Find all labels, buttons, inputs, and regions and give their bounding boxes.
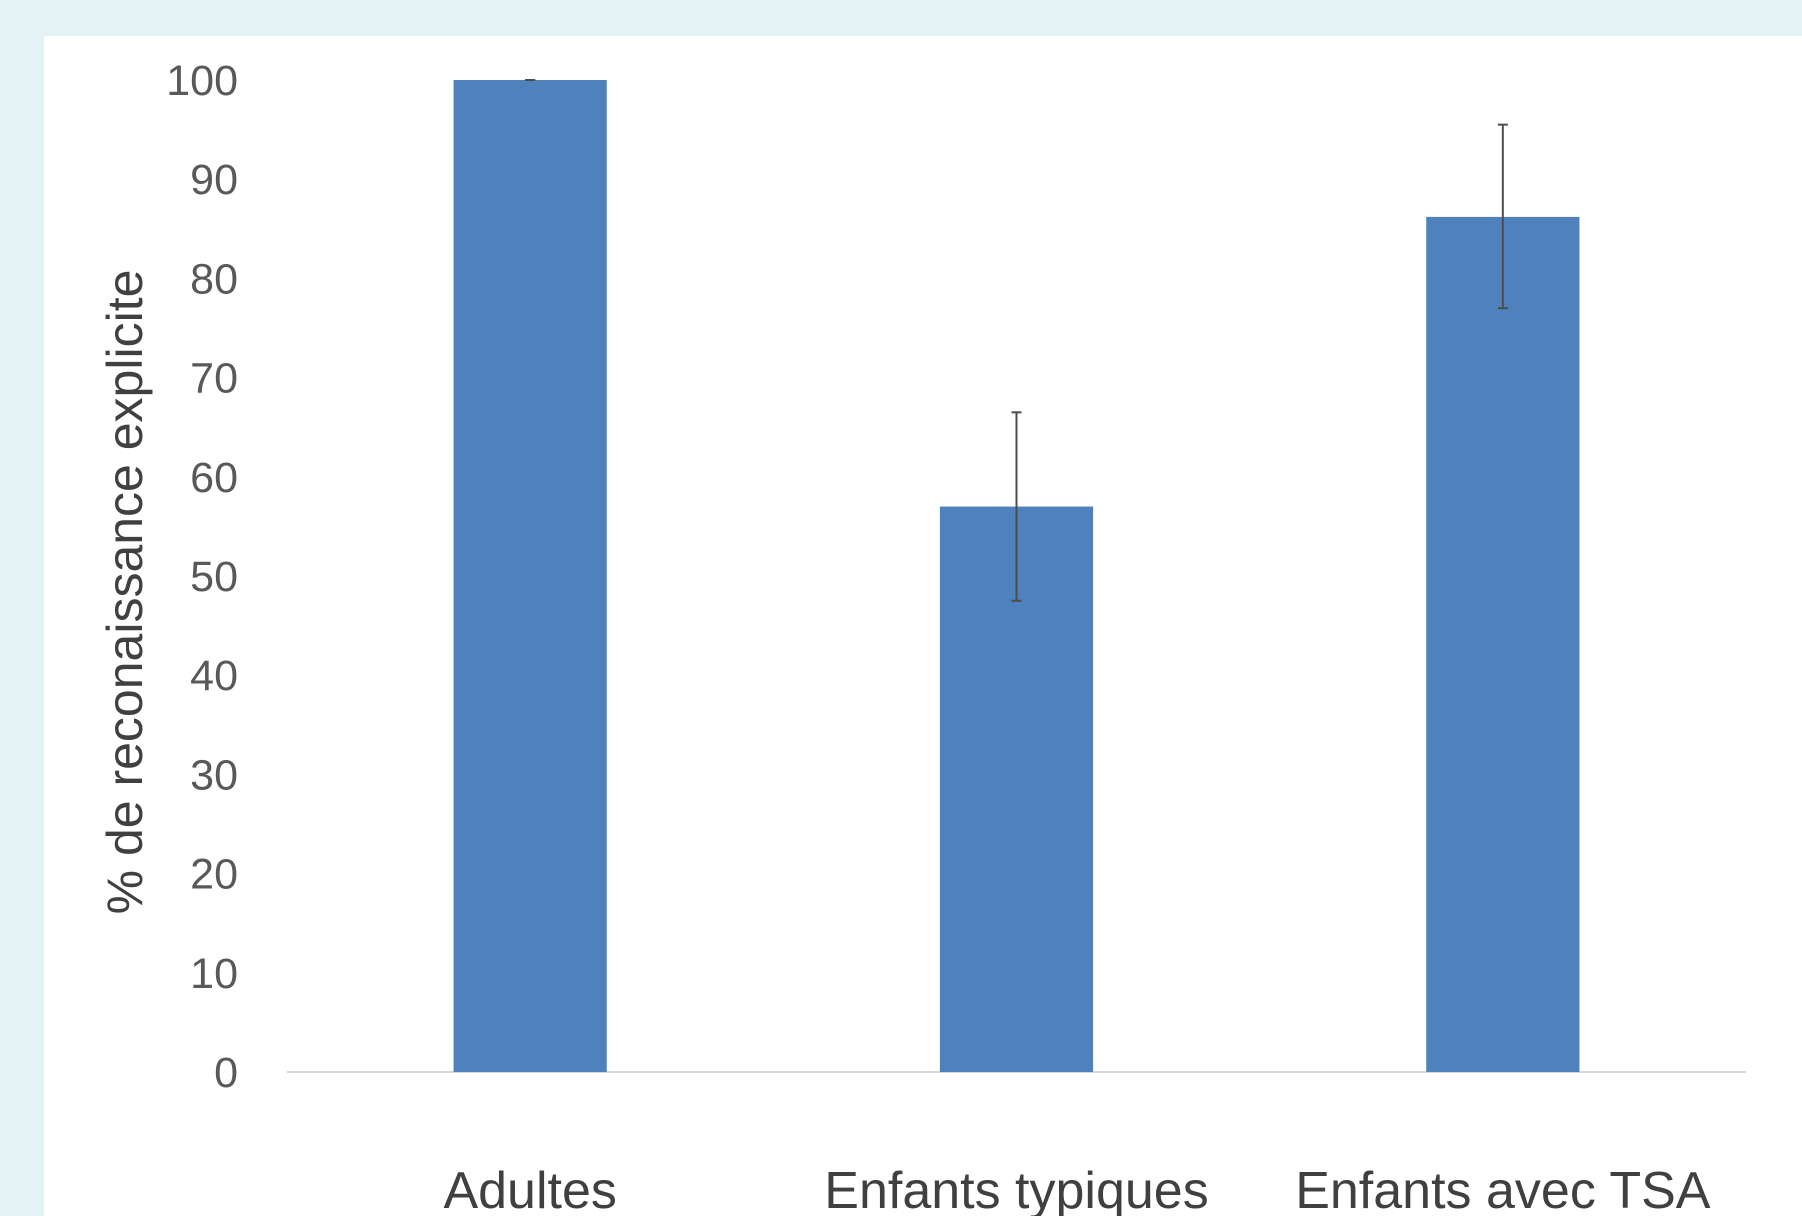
x-tick-label: Enfants avec TSA bbox=[1295, 1162, 1711, 1216]
chart-panel: % de reconaissance explicite 0 10 20 30 40 50… bbox=[44, 36, 1802, 1216]
bar-chart: % de reconaissance explicite 0 10 20 30 40 50… bbox=[97, 57, 1746, 1216]
x-tick-label: Enfants typiques bbox=[824, 1162, 1208, 1216]
y-tick-label: 40 bbox=[190, 652, 238, 700]
error-bars bbox=[525, 79, 1508, 602]
y-tick-label: 60 bbox=[190, 454, 238, 502]
error-bar bbox=[1497, 123, 1508, 310]
y-tick-label: 90 bbox=[190, 156, 238, 204]
y-tick-label: 80 bbox=[190, 255, 238, 303]
y-tick-label: 70 bbox=[190, 355, 238, 403]
bar bbox=[453, 80, 607, 1072]
y-tick-label: 0 bbox=[214, 1049, 238, 1097]
error-bar bbox=[1011, 411, 1022, 602]
x-tick-label: Adultes bbox=[443, 1162, 616, 1216]
y-tick-label: 10 bbox=[190, 950, 238, 998]
y-tick-label: 100 bbox=[166, 57, 238, 105]
x-axis-labels: Adultes Enfants typiques Enfants avec TSA bbox=[443, 1162, 1710, 1216]
y-axis-ticks: 0 10 20 30 40 50 60 70 80 90 100 bbox=[166, 57, 238, 1097]
bar bbox=[1426, 216, 1580, 1072]
y-tick-label: 20 bbox=[190, 851, 238, 899]
y-tick-label: 50 bbox=[190, 553, 238, 601]
y-axis-title: % de reconaissance explicite bbox=[97, 270, 153, 915]
y-tick-label: 30 bbox=[190, 751, 238, 799]
